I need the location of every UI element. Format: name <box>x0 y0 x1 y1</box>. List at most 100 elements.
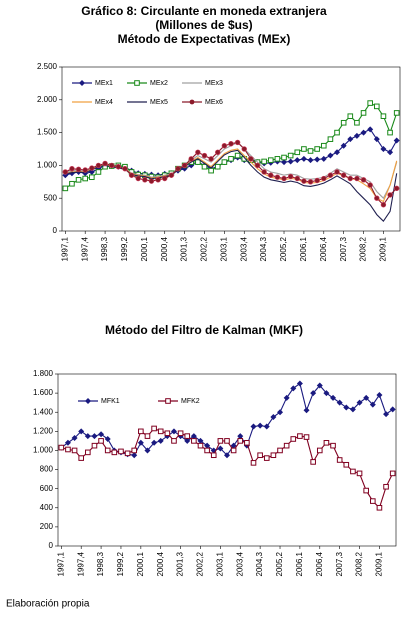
data-point <box>65 446 71 453</box>
x-tick-label: 2003,1 <box>219 236 228 261</box>
x-tick-label: 2000,4 <box>160 236 169 261</box>
data-point <box>393 110 400 116</box>
data-point <box>254 162 261 169</box>
x-tick-label: 1997,1 <box>60 236 69 261</box>
data-point <box>71 435 78 442</box>
data-point <box>340 172 347 178</box>
data-point <box>283 394 290 401</box>
data-point <box>389 406 396 413</box>
data-point <box>347 113 354 120</box>
data-point <box>323 390 330 397</box>
y-tick-label: 500 <box>44 193 58 202</box>
data-point <box>316 382 323 389</box>
data-point <box>257 422 264 429</box>
data-point <box>71 447 78 454</box>
data-point <box>336 457 343 463</box>
data-point <box>210 452 217 459</box>
y-tick-label: 600 <box>40 484 54 493</box>
data-point <box>387 129 393 136</box>
data-point <box>367 182 373 188</box>
data-point <box>367 126 374 133</box>
data-point <box>131 452 138 459</box>
data-point <box>301 178 307 184</box>
data-point <box>367 100 373 106</box>
data-point <box>142 177 148 183</box>
data-point <box>75 166 82 173</box>
data-point <box>356 470 363 477</box>
data-point <box>261 158 267 165</box>
data-point <box>95 162 102 169</box>
x-tick-label: 2005,2 <box>275 551 284 576</box>
data-point <box>157 437 164 444</box>
data-point <box>234 152 241 159</box>
data-point <box>281 159 288 166</box>
data-point <box>294 149 301 156</box>
data-point <box>290 436 297 442</box>
y-tick-label: 0 <box>53 226 58 235</box>
y-tick-label: 2.000 <box>37 95 58 104</box>
data-point <box>181 162 188 169</box>
x-tick-label: 1999,2 <box>120 236 129 261</box>
legend-label: MEx5 <box>150 99 168 106</box>
data-point <box>58 444 65 451</box>
data-point <box>303 434 310 440</box>
data-point <box>307 157 314 164</box>
data-point <box>270 414 277 420</box>
data-point <box>197 442 204 449</box>
x-tick-label: 2007,3 <box>335 551 344 576</box>
data-point <box>104 435 111 442</box>
x-tick-label: 2006,1 <box>295 551 304 576</box>
data-point <box>343 404 350 411</box>
plot-frame <box>61 66 401 232</box>
data-point <box>237 433 244 440</box>
legend-label: MFK2 <box>181 398 200 405</box>
data-point <box>157 428 164 435</box>
x-tick-label: 2009,1 <box>379 236 388 261</box>
x-tick-label: 2006,4 <box>315 551 324 576</box>
data-point <box>334 149 341 156</box>
data-point <box>208 167 214 174</box>
data-point <box>62 185 69 192</box>
data-point <box>287 173 294 180</box>
data-point <box>208 156 214 162</box>
data-point <box>314 177 320 184</box>
data-point <box>85 449 91 456</box>
data-point <box>336 399 343 406</box>
data-point <box>91 442 98 449</box>
data-point <box>327 152 334 159</box>
data-point <box>195 159 201 165</box>
x-tick-label: 2004,3 <box>255 551 264 576</box>
source-note: Elaboración propia <box>6 599 90 610</box>
data-point <box>230 447 237 454</box>
data-point <box>131 447 138 454</box>
legend-marker <box>189 99 195 105</box>
data-point <box>69 165 75 172</box>
legend-label: MEx1 <box>95 80 113 87</box>
x-tick-label: 2008,2 <box>355 551 364 576</box>
data-point <box>350 468 356 475</box>
data-point <box>274 174 281 180</box>
data-point <box>330 442 336 449</box>
data-point <box>287 158 294 165</box>
data-point <box>290 385 297 392</box>
data-point <box>263 423 270 430</box>
data-point <box>370 498 376 504</box>
data-point <box>214 163 221 170</box>
x-tick-label: 1999,2 <box>116 551 125 576</box>
data-point <box>250 423 257 430</box>
data-point <box>82 167 88 173</box>
data-point <box>369 401 376 408</box>
data-point <box>263 455 270 461</box>
data-point <box>380 146 387 152</box>
legend-label: MEx3 <box>205 80 223 87</box>
y-tick-label: 2.500 <box>37 62 58 71</box>
data-point <box>228 141 234 147</box>
plot-frame <box>57 373 397 547</box>
data-point <box>274 156 281 162</box>
data-point <box>380 113 387 120</box>
data-point <box>177 430 184 437</box>
x-tick-label: 2008,2 <box>359 236 368 261</box>
data-point <box>224 452 230 459</box>
data-point <box>296 380 303 387</box>
data-point <box>168 172 175 178</box>
